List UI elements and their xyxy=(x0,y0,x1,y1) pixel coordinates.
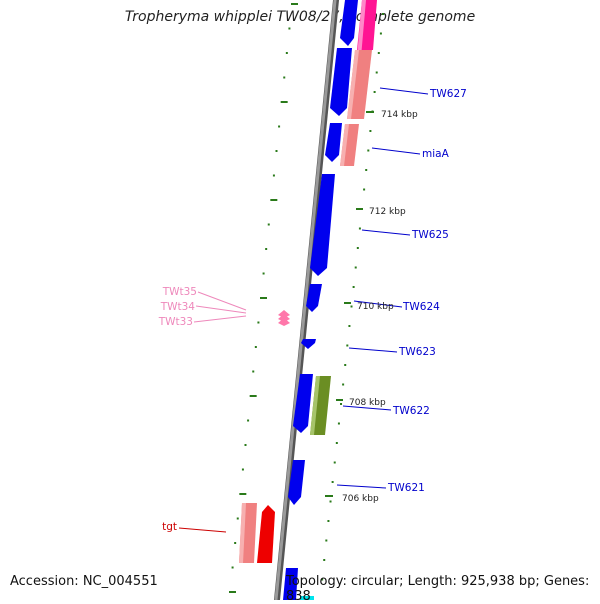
gene-labels: TW627 miaA TW625 TW624 TW623 TW622 TW621… xyxy=(158,88,467,533)
cds-feature-tw622[interactable] xyxy=(293,374,313,433)
gene-label-tw621[interactable]: TW621 xyxy=(387,482,425,494)
gene-label-tw624[interactable]: TW624 xyxy=(402,301,440,313)
gene-label-twt35[interactable]: TWt35 xyxy=(162,286,197,298)
accession-text: Accession: NC_004551 xyxy=(10,574,158,589)
cyan-feature[interactable] xyxy=(300,596,314,600)
cds-feature-tw623[interactable] xyxy=(301,339,316,349)
gene-label-tw623[interactable]: TW623 xyxy=(398,346,436,358)
trna-twt33[interactable] xyxy=(278,318,290,326)
label-leaders xyxy=(178,87,429,533)
kbp-label: 708 kbp xyxy=(349,398,386,408)
left-tick-marks xyxy=(229,3,298,593)
backbone xyxy=(273,0,340,600)
cds-feature-tw625[interactable] xyxy=(310,174,335,276)
gene-label-twt33[interactable]: TWt33 xyxy=(158,316,193,328)
kbp-label: 714 kbp xyxy=(381,110,418,120)
right-tick-marks xyxy=(321,13,384,581)
cds-feature-miaa[interactable] xyxy=(325,123,342,162)
cds-feature-bottom[interactable] xyxy=(283,568,298,600)
kbp-markers: 714 kbp 712 kbp 710 kbp 708 kbp 706 kbp xyxy=(325,110,418,504)
gene-label-twt34[interactable]: TWt34 xyxy=(160,301,196,313)
trna-features xyxy=(278,310,290,326)
kbp-label: 712 kbp xyxy=(369,207,406,217)
kbp-label: 710 kbp xyxy=(357,302,394,312)
genome-title: Tropheryma whipplei TW08/27, complete ge… xyxy=(124,9,476,25)
gene-label-tgt[interactable]: tgt xyxy=(162,521,177,533)
cds-feature-tw621[interactable] xyxy=(288,460,305,505)
cds-feature-tw624[interactable] xyxy=(306,284,322,312)
outer-features xyxy=(239,0,377,600)
gene-label-tw627[interactable]: TW627 xyxy=(429,88,467,100)
cds-feature-tw627[interactable] xyxy=(330,48,352,116)
cds-features xyxy=(283,0,358,600)
kbp-label: 706 kbp xyxy=(342,494,379,504)
gene-label-miaa[interactable]: miaA xyxy=(422,148,450,160)
gene-label-tw625[interactable]: TW625 xyxy=(411,229,449,241)
cds-feature-top[interactable] xyxy=(340,0,358,46)
red-feature-tgt[interactable] xyxy=(257,505,275,563)
gene-label-tw622[interactable]: TW622 xyxy=(392,405,430,417)
